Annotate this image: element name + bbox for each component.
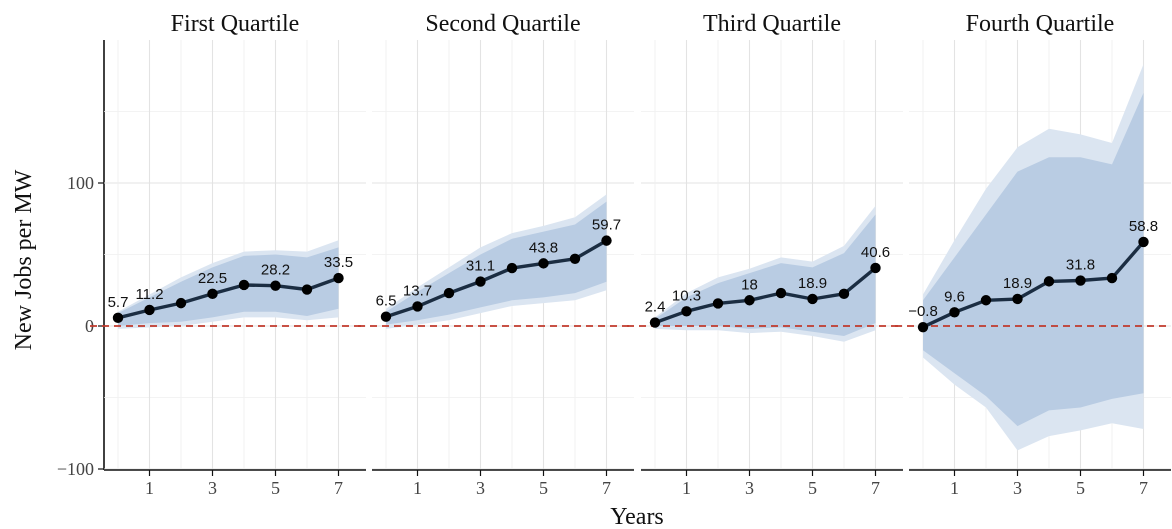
data-point [569, 253, 581, 264]
facet-title: Third Quartile [703, 11, 841, 37]
data-point [980, 295, 992, 306]
data-label: 28.2 [261, 262, 290, 279]
data-label: 31.8 [1066, 257, 1095, 274]
series-line [654, 266, 877, 325]
data-point [412, 301, 423, 312]
x-tick-label: 1 [682, 478, 691, 498]
facet-title: Fourth Quartile [966, 11, 1115, 37]
data-label: 18 [741, 276, 758, 293]
data-point [443, 287, 455, 299]
x-tick-label: 3 [476, 478, 485, 498]
data-label: 40.6 [861, 244, 890, 261]
data-point [870, 262, 881, 274]
x-tick-label: 3 [745, 478, 754, 498]
x-axis-title: Years [610, 504, 664, 529]
data-point [744, 295, 755, 306]
data-label: 18.9 [798, 275, 827, 292]
series-line [385, 239, 608, 319]
data-point [207, 288, 218, 300]
x-tick-label: 1 [145, 478, 154, 498]
data-point [807, 293, 818, 305]
ci-band-inner [923, 92, 1144, 427]
data-label: 43.8 [529, 239, 558, 256]
data-label: 58.8 [1129, 218, 1158, 235]
data-label: 13.7 [403, 282, 432, 299]
data-point [175, 297, 187, 309]
series-line [117, 276, 340, 320]
panel: Second Quartile 6.5 13.7 31.1 43.8 59.7 1 3 5 7 [358, 11, 634, 498]
data-point [917, 321, 929, 333]
x-tick-label: 3 [208, 478, 217, 498]
y-tick-label: 0 [85, 316, 94, 336]
data-point [649, 317, 661, 328]
data-point [333, 272, 344, 284]
data-point [506, 262, 518, 274]
data-point [238, 279, 250, 291]
y-tick-label: −100 [57, 459, 94, 479]
x-tick-label: 7 [602, 478, 611, 498]
data-label: 9.6 [944, 288, 965, 305]
ci-band-inner [386, 201, 607, 325]
y-tick-label: 100 [67, 173, 94, 193]
data-label: 2.4 [645, 299, 666, 316]
series-line [922, 240, 1145, 329]
data-label: 33.5 [324, 254, 353, 271]
data-label: 6.5 [376, 293, 397, 310]
data-point [1075, 275, 1086, 286]
data-label: 11.2 [135, 286, 163, 303]
y-axis-title: New Jobs per MW [11, 169, 37, 350]
data-point [538, 258, 549, 269]
data-label: 22.5 [198, 270, 227, 287]
data-point [301, 284, 313, 295]
data-label: 10.3 [672, 287, 701, 304]
panel: Third Quartile 2.4 10.3 18 18.9 40.6 1 3 5 7 [627, 11, 903, 498]
data-point [112, 312, 124, 324]
chart-panels: −100 0 100 First Quartile 5.7 11.2 22.5 28.2 33.… [57, 11, 1171, 498]
data-point [1138, 236, 1149, 248]
data-point [838, 288, 850, 300]
data-point [601, 235, 612, 246]
data-point [144, 304, 155, 316]
x-tick-label: 5 [1076, 478, 1085, 498]
data-point [712, 298, 724, 309]
data-label: 31.1 [466, 258, 495, 275]
facet-title: First Quartile [171, 11, 300, 37]
data-point [949, 307, 960, 318]
x-tick-label: 7 [1139, 478, 1148, 498]
ci-band-inner [655, 214, 876, 336]
facet-title: Second Quartile [425, 11, 580, 37]
data-label: −0.8 [908, 303, 938, 320]
data-label: 5.7 [108, 294, 129, 311]
x-tick-label: 5 [808, 478, 817, 498]
panel: First Quartile 5.7 11.2 22.5 28.2 33.5 1 3 5 7 [90, 11, 366, 498]
data-label: 59.7 [592, 217, 621, 234]
x-tick-label: 1 [413, 478, 422, 498]
x-tick-label: 5 [539, 478, 548, 498]
x-tick-label: 7 [871, 478, 880, 498]
data-point [681, 306, 692, 317]
data-point [775, 287, 787, 299]
data-point [270, 280, 281, 291]
data-point [380, 311, 392, 322]
x-tick-label: 3 [1013, 478, 1022, 498]
panel: Fourth Quartile −0.8 9.6 18.9 31.8 58.8 1 3 5 7 [895, 11, 1171, 498]
x-tick-label: 5 [271, 478, 280, 498]
data-label: 18.9 [1003, 275, 1032, 292]
x-tick-label: 7 [334, 478, 343, 498]
data-point [475, 276, 486, 287]
data-point [1043, 276, 1055, 287]
data-point [1012, 293, 1023, 305]
x-tick-label: 1 [950, 478, 959, 498]
data-point [1106, 272, 1118, 284]
